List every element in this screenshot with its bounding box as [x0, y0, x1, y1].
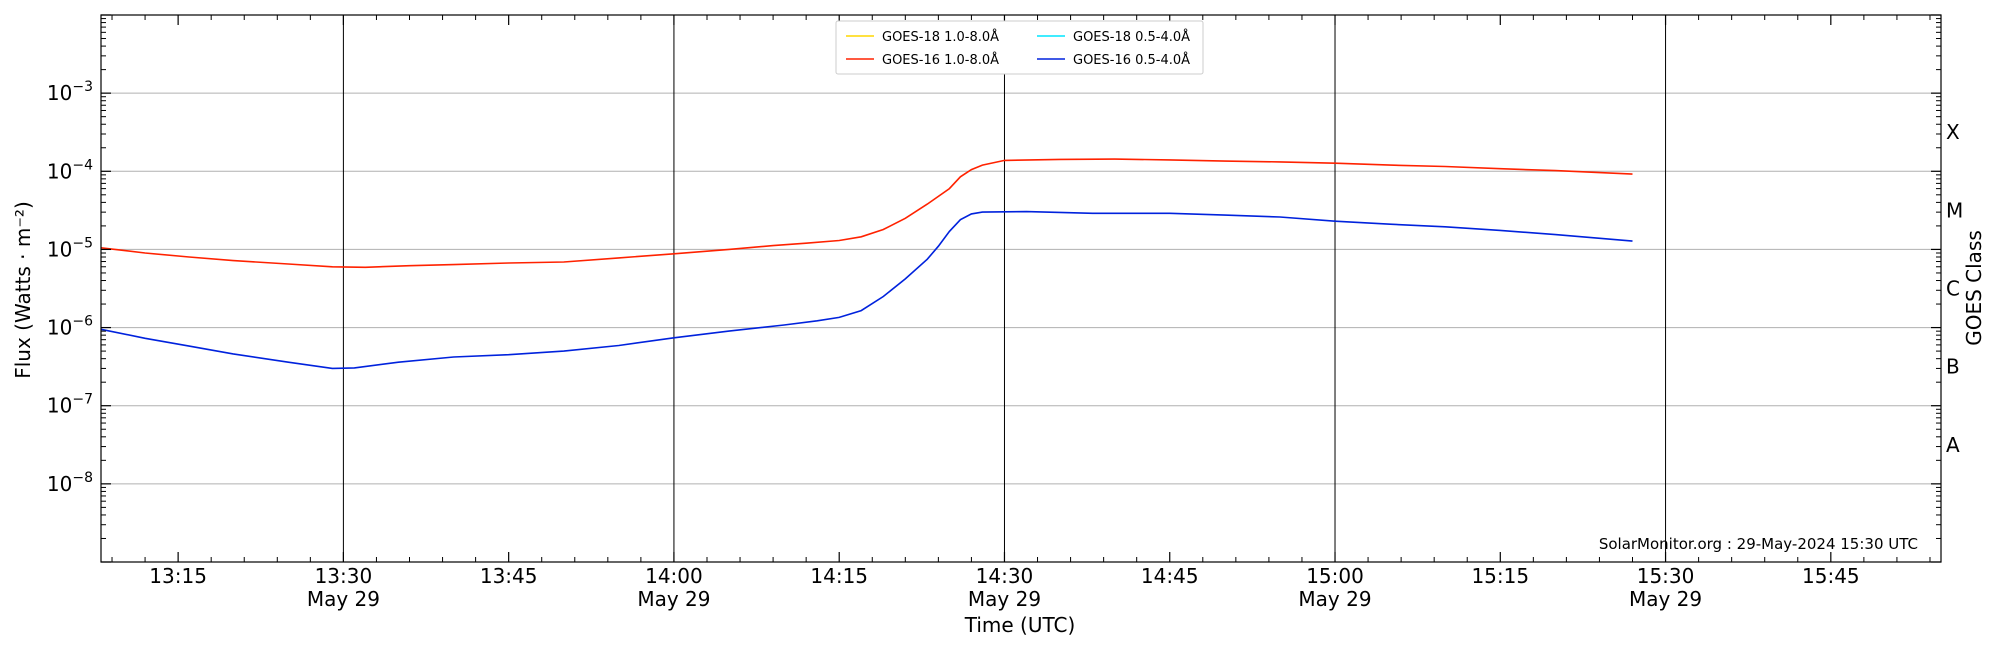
series-layer [100, 158, 1633, 370]
right-axis-title-group: GOES Class [1962, 230, 1986, 346]
y-tick-label: 10−3 [47, 79, 93, 105]
y-axis-title: Flux (Watts · m⁻²) [11, 201, 35, 379]
goes-class-label: A [1946, 433, 1960, 457]
x-tick-date: May 29 [307, 587, 380, 611]
grid-layer [101, 14, 1941, 563]
y-tick-exponent: −3 [72, 79, 93, 95]
x-tick-date: May 29 [1298, 587, 1371, 611]
y-tick-exponent: −6 [72, 314, 93, 330]
y-tick-exponent: −8 [72, 470, 93, 486]
x-axis-title: Time (UTC) [964, 613, 1076, 637]
series-line [100, 210, 1633, 370]
legend-label: GOES-18 1.0-8.0Å [882, 29, 999, 45]
legend: GOES-18 1.0-8.0Å GOES-16 1.0-8.0Å GOES-18 … [835, 20, 1204, 75]
x-tick-label: 15:15 [1471, 564, 1529, 588]
y-axis-title-group: Flux (Watts · m⁻²) [11, 201, 35, 379]
credit-text: SolarMonitor.org : 29-May-2024 15:30 UTC [1599, 535, 1918, 553]
goes-class-label: C [1946, 277, 1960, 301]
y-tick-label: 10−7 [47, 392, 93, 418]
y-tick-label: 10−5 [47, 235, 93, 261]
right-axis-title: GOES Class [1962, 230, 1986, 346]
plot-frame [100, 14, 1942, 563]
y-tick-base: 10 [47, 237, 72, 261]
y-tick-base: 10 [47, 81, 72, 105]
legend-label: GOES-18 0.5-4.0Å [1073, 29, 1190, 45]
x-tick-label: 13:15 [149, 564, 207, 588]
legend-label: GOES-16 0.5-4.0Å [1073, 52, 1190, 68]
y-tick-exponent: −7 [72, 392, 93, 408]
y-tick-exponent: −4 [72, 157, 93, 173]
legend-box [835, 20, 1204, 75]
y-tick-label: 10−6 [47, 314, 93, 340]
x-tick-date: May 29 [968, 587, 1041, 611]
series-line [100, 158, 1633, 269]
y-tick-base: 10 [47, 472, 72, 496]
x-tick-label: 13:30 [315, 564, 373, 588]
y-tick-base: 10 [47, 316, 72, 340]
x-tick-label: 15:30 [1637, 564, 1695, 588]
goes-class-label: X [1946, 120, 1960, 144]
legend-label: GOES-16 1.0-8.0Å [882, 52, 999, 68]
y-tick-base: 10 [47, 394, 72, 418]
x-tick-date: May 29 [1629, 587, 1702, 611]
vertical-marker-lines [342, 15, 1667, 562]
y-tick-base: 10 [47, 159, 72, 183]
x-tick-label: 14:30 [976, 564, 1034, 588]
x-tick-label: 15:00 [1306, 564, 1364, 588]
x-tick-label: 13:45 [480, 564, 538, 588]
y-tick-label: 10−8 [47, 470, 93, 496]
goes-class-label: B [1946, 355, 1960, 379]
x-tick-label: 14:15 [810, 564, 868, 588]
x-tick-label: 14:00 [645, 564, 703, 588]
x-tick-date: May 29 [637, 587, 710, 611]
y-tick-exponent: −5 [72, 235, 93, 251]
y-tick-label: 10−4 [47, 157, 93, 183]
goes-class-label: M [1946, 198, 1963, 222]
x-tick-label: 14:45 [1141, 564, 1199, 588]
x-tick-label: 15:45 [1802, 564, 1860, 588]
